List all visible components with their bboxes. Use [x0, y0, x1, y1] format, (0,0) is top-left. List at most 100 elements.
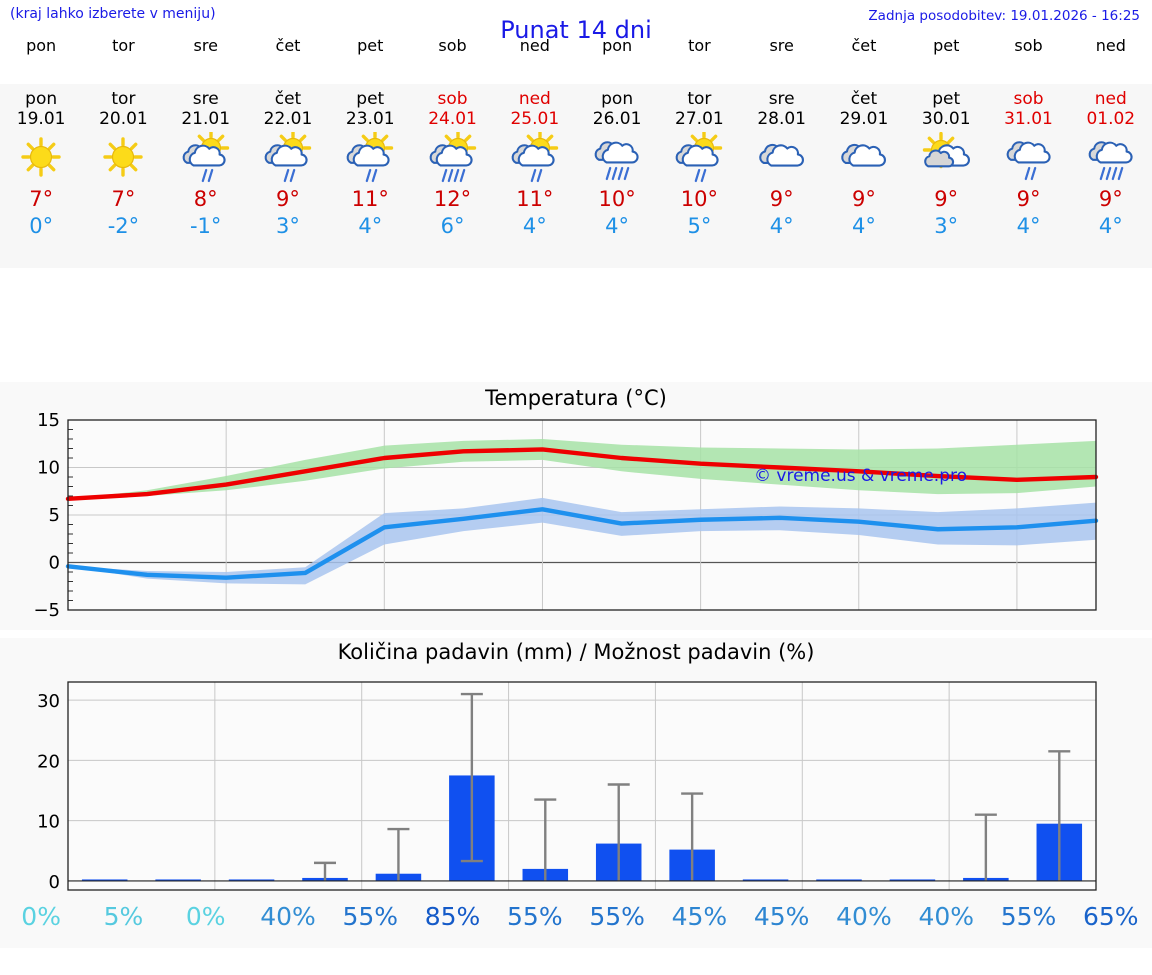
copyright-watermark: © vreme.us & vreme.pro [754, 466, 968, 486]
day-name: pon [601, 89, 634, 109]
temperature-min: 4° [1016, 214, 1041, 238]
day-date: 31.01 [1004, 109, 1053, 129]
day-column[interactable]: pon 26.01 10° 4° [576, 84, 658, 268]
precip-day-label: pet [357, 36, 384, 55]
day-name: pet [356, 89, 385, 109]
precip-probability-label: 65% [1083, 901, 1139, 931]
day-name: pon [25, 89, 58, 109]
cloud-heavy-rain-icon [1082, 132, 1140, 186]
temperature-min: 3° [276, 214, 300, 238]
precip-probability-label: 40% [918, 901, 975, 931]
temperature-min: 4° [358, 214, 383, 238]
strip-chart-gap [0, 268, 1152, 382]
page-bottom-spacer [0, 948, 1152, 975]
temperature-min: 3° [934, 214, 959, 238]
temperature-plot-area: −5 0 5 10 15 [0, 412, 1152, 622]
precip-probability-label: 85% [424, 901, 481, 931]
precip-probability-label: 45% [671, 901, 728, 931]
temperature-max: 7° [111, 187, 136, 211]
precipitation-plot-area: 0 10 20 30 [0, 668, 1152, 913]
day-date: 28.01 [757, 109, 806, 129]
daily-forecast-strip: pon 19.01 7° 0° tor 20.01 7° -2° sre 21.01 8° -1° če… [0, 84, 1152, 268]
sun-cloud-icon [917, 132, 975, 186]
cloud-icon [835, 132, 893, 186]
sun-cloud-rain-icon [506, 132, 564, 186]
temperature-max: 9° [852, 187, 876, 211]
svg-text:20: 20 [37, 751, 60, 772]
precip-day-label: sre [769, 36, 794, 55]
day-column[interactable]: ned 25.01 11° 4° [494, 84, 576, 268]
sun-cloud-rain-icon [341, 132, 399, 186]
cloud-heavy-rain-icon [588, 132, 646, 186]
day-column[interactable]: tor 20.01 7° -2° [82, 84, 164, 268]
day-name: sre [768, 89, 795, 109]
day-column[interactable]: pet 30.01 9° 3° [905, 84, 987, 268]
sun-cloud-rain-icon [177, 132, 235, 186]
precip-day-label: sob [1014, 36, 1043, 55]
day-date: 24.01 [428, 109, 477, 129]
temperature-min: 4° [605, 214, 630, 238]
temperature-max: 9° [934, 187, 959, 211]
svg-text:10: 10 [37, 812, 60, 833]
precip-probability-label: 40% [260, 901, 316, 931]
precip-day-label: pet [933, 36, 960, 55]
precip-probability-label: 55% [589, 901, 645, 931]
svg-text:5: 5 [49, 505, 60, 526]
precip-probability-label: 55% [507, 901, 563, 931]
svg-text:10: 10 [37, 458, 60, 479]
temperature-min: -2° [107, 214, 140, 238]
temperature-min: -1° [189, 214, 222, 238]
sun-cloud-rain-icon [670, 132, 728, 186]
precipitation-chart-svg: 0 10 20 30 [37, 681, 1097, 893]
day-name: čet [274, 89, 302, 109]
day-date: 30.01 [921, 109, 971, 129]
day-column[interactable]: pon 19.01 7° 0° [0, 84, 82, 268]
day-date: 27.01 [675, 109, 724, 129]
day-column[interactable]: pet 23.01 11° 4° [329, 84, 411, 268]
day-column[interactable]: sre 28.01 9° 4° [741, 84, 823, 268]
temperature-max: 7° [29, 187, 54, 211]
precip-probability-label: 5% [103, 901, 144, 931]
day-name: čet [850, 89, 878, 109]
temperature-max: 12° [433, 187, 472, 211]
temperature-chart-svg: −5 0 5 10 15 [33, 412, 1099, 621]
precipitation-probability-labels: 0% 5% 0% 40% 55% 85% 55% 55% 45% 45% 40% 40% 55% 65% [0, 898, 1152, 934]
day-name: pet [932, 89, 961, 109]
svg-text:15: 15 [37, 412, 60, 431]
day-date: 01.02 [1086, 109, 1136, 129]
day-date: 19.01 [16, 109, 66, 129]
day-name: ned [1094, 89, 1127, 109]
day-column[interactable]: čet 29.01 9° 4° [823, 84, 905, 268]
precip-day-label: sob [438, 36, 467, 55]
precip-day-label: tor [112, 36, 135, 55]
cloud-icon [753, 132, 811, 186]
page-header: (kraj lahko izberete v meniju) Punat 14 … [0, 0, 1152, 62]
precip-day-label: ned [1095, 36, 1126, 55]
day-date: 29.01 [839, 109, 889, 129]
temperature-min: 4° [522, 214, 547, 238]
temperature-max: 10° [680, 187, 718, 211]
day-column[interactable]: sre 21.01 8° -1° [165, 84, 247, 268]
sun-icon [94, 132, 152, 186]
precip-probability-label: 0% [185, 901, 226, 931]
precipitation-day-labels: pon tor sre čet pet sob ned pon tor sre čet pet sob n… [0, 36, 1152, 58]
day-column[interactable]: tor 27.01 10° 5° [658, 84, 740, 268]
day-date: 26.01 [592, 109, 642, 129]
last-update-label: Zadnja posodobitev: 19.01.2026 - 16:25 [868, 8, 1140, 24]
cloud-rain-icon [1000, 132, 1058, 186]
location-menu-hint[interactable]: (kraj lahko izberete v meniju) [10, 6, 216, 22]
day-column[interactable]: sob 24.01 12° 6° [411, 84, 493, 268]
temperature-max: 8° [193, 187, 218, 211]
sun-cloud-rain-icon [259, 132, 317, 186]
precip-day-label: ned [519, 36, 550, 55]
precip-day-label: čet [275, 36, 301, 55]
svg-text:−5: −5 [33, 600, 60, 621]
day-date: 25.01 [510, 109, 560, 129]
day-column[interactable]: sob 31.01 9° 4° [987, 84, 1069, 268]
day-column[interactable]: čet 22.01 9° 3° [247, 84, 329, 268]
precip-probability-label: 0% [21, 901, 61, 931]
precip-probability-label: 45% [753, 901, 810, 931]
temperature-max: 10° [598, 187, 636, 211]
day-column[interactable]: ned 01.02 9° 4° [1070, 84, 1152, 268]
temperature-min: 5° [687, 214, 712, 238]
